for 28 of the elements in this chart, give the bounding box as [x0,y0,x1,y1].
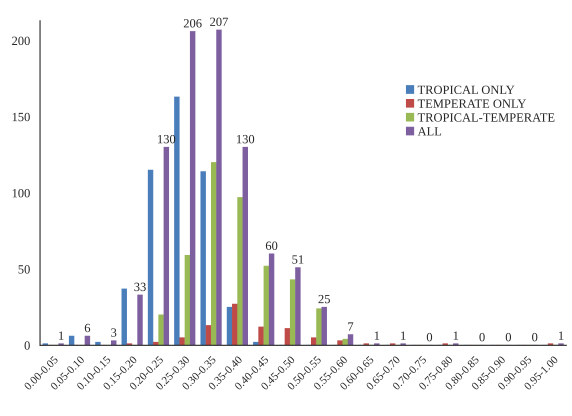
data-label: 0 [506,332,512,342]
data-label: 1 [374,331,380,340]
data-label: 0 [532,332,538,342]
data-label: 33 [134,282,146,292]
legend-label: TROPICAL-TEMPERATE [418,113,554,122]
y-tick-label: 100 [12,188,30,198]
y-tick-label: 50 [18,265,30,274]
y-tick-label: 150 [12,112,30,122]
data-label: 130 [237,134,254,144]
data-label: 1 [401,331,406,340]
y-tick-label: 200 [12,36,30,46]
data-label: 1 [59,331,64,340]
legend-label: ALL [418,127,442,136]
data-label: 207 [210,18,228,26]
data-label: 60 [266,242,278,250]
data-label: 1 [558,331,564,340]
data-label: 25 [318,294,330,304]
data-label: 7 [348,322,354,331]
y-tick-label: 0 [24,341,30,350]
legend-label: TEMPERATE ONLY [418,99,526,108]
data-label: 51 [292,255,304,264]
data-label: 3 [111,328,116,337]
data-label: 0 [479,332,485,342]
data-label: 206 [184,19,202,28]
legend-label: TROPICAL ONLY [418,86,514,94]
data-label: 0 [426,332,432,342]
data-label: 6 [84,324,90,332]
data-label: 1 [454,331,458,340]
